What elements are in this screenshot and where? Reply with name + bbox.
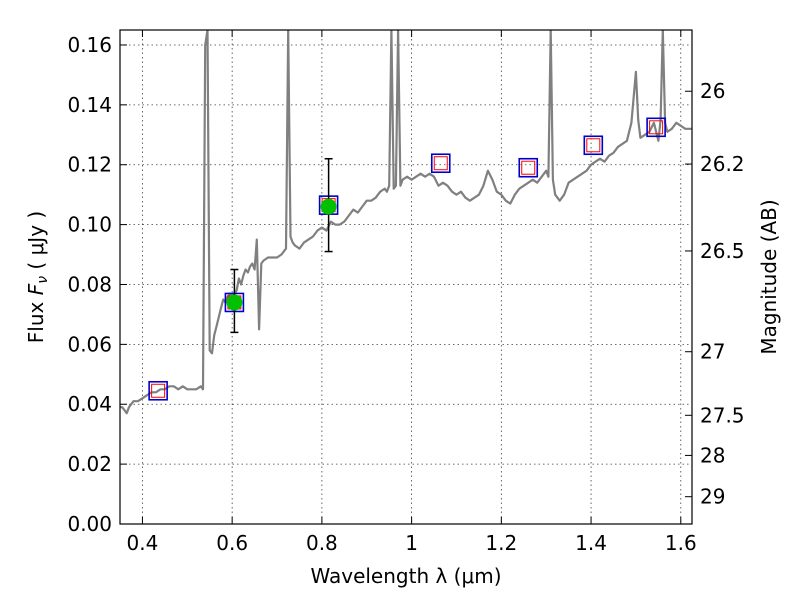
model-photometry-inner-square (433, 156, 448, 171)
y-tick-label: 0.00 (67, 512, 112, 536)
y-tick-label: 0.12 (67, 153, 112, 177)
y-axis-label: Flux Fν ( μJy ) (24, 211, 51, 343)
grid-lines (120, 30, 692, 524)
model-photometry-inner-square (649, 120, 664, 135)
x-tick-label: 1.2 (485, 531, 517, 555)
y-tick-label: 0.04 (67, 392, 112, 416)
y2-tick-label: 27 (700, 340, 725, 364)
tick-layer: 0.4 0.6 0.8 1 1.2 1.4 1.6 0.00 0.02 0.04 0.06 0.08 0… (67, 30, 745, 555)
y-tick-label: 0.06 (67, 332, 112, 356)
observed-point (226, 294, 243, 311)
model-photometry-inner-square (151, 383, 166, 398)
x-tick-label: 1.4 (575, 531, 607, 555)
y2-tick-label: 28 (700, 443, 725, 467)
model-photometry-square (148, 380, 168, 401)
plot-frame (119, 29, 693, 525)
y-tick-label: 0.08 (67, 272, 112, 296)
series-layer (120, 30, 692, 415)
clipped-series (120, 30, 692, 415)
x-axis-label: Wavelength λ (μm) (310, 564, 501, 588)
y-axis-label-sub: ν (35, 276, 51, 284)
axis-labels: Wavelength λ (μm) Flux Fν ( μJy ) Magnit… (24, 199, 781, 588)
y2-tick-label: 26.5 (700, 239, 745, 263)
observed-point (320, 198, 337, 215)
x-tick-label: 0.6 (216, 531, 248, 555)
model-photometry-inner-square (586, 138, 601, 153)
y-axis-label-prefix: Flux (24, 295, 48, 343)
model-spectrum-line (120, 30, 692, 415)
x-tick-label: 0.8 (306, 531, 338, 555)
y-tick-label: 0.02 (67, 452, 112, 476)
model-photometry-square (646, 117, 666, 138)
model-photometry-square (518, 157, 539, 178)
y2-tick-label: 27.5 (700, 403, 745, 427)
y-tick-label: 0.16 (67, 33, 112, 57)
y-axis-label-var: F (24, 283, 48, 295)
x-tick-label: 1 (405, 531, 418, 555)
model-photometry-square (583, 135, 604, 156)
y2-tick-label: 29 (700, 485, 725, 509)
x-tick-label: 0.4 (127, 531, 159, 555)
model-photometry-square (430, 153, 451, 174)
y-axis-label-unit: ( μJy ) (24, 211, 48, 276)
model-photometry-inner-square (521, 160, 536, 175)
y-tick-label: 0.14 (67, 93, 112, 117)
y2-axis-label: Magnitude (AB) (757, 199, 781, 354)
y2-tick-label: 26 (700, 79, 725, 103)
x-tick-label: 1.6 (665, 531, 697, 555)
y2-tick-label: 26.2 (700, 152, 745, 176)
y-tick-label: 0.10 (67, 213, 112, 237)
